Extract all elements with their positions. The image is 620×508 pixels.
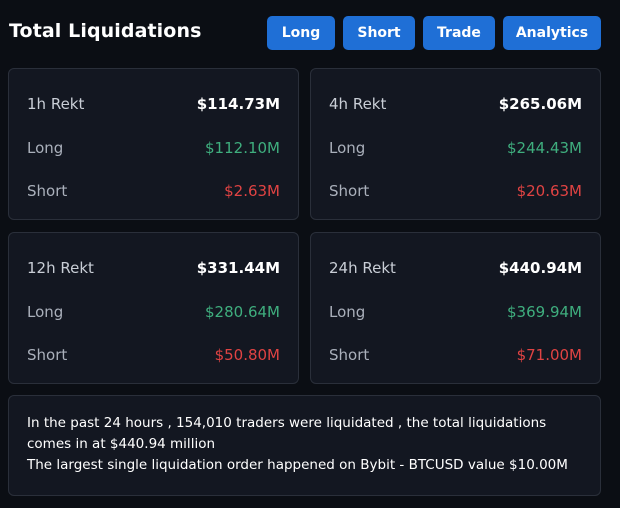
stat-row-long: Long $369.94M: [329, 301, 582, 323]
short-value: $20.63M: [516, 182, 582, 200]
stat-row-short: Short $20.63M: [329, 180, 582, 202]
stat-row-total: 24h Rekt $440.94M: [329, 257, 582, 279]
summary-line-largest: The largest single liquidation order hap…: [27, 457, 568, 473]
stat-card-1h: 1h Rekt $114.73M Long $112.10M Short $2.…: [8, 68, 299, 220]
long-value: $280.64M: [205, 303, 280, 321]
short-value: $71.00M: [516, 346, 582, 364]
long-label: Long: [27, 303, 64, 321]
panel-header: Total Liquidations Long Short Trade Anal…: [0, 0, 620, 66]
short-button[interactable]: Short: [343, 16, 415, 50]
long-value: $112.10M: [205, 139, 280, 157]
short-label: Short: [329, 182, 370, 200]
stat-card-12h: 12h Rekt $331.44M Long $280.64M Short $5…: [8, 232, 299, 384]
period-label: 24h Rekt: [329, 259, 396, 277]
stat-card-24h: 24h Rekt $440.94M Long $369.94M Short $7…: [310, 232, 601, 384]
period-label: 12h Rekt: [27, 259, 94, 277]
stat-row-total: 1h Rekt $114.73M: [27, 93, 280, 115]
long-label: Long: [27, 139, 64, 157]
stat-row-long: Long $280.64M: [27, 301, 280, 323]
total-value: $265.06M: [498, 95, 582, 113]
long-value: $369.94M: [507, 303, 582, 321]
total-value: $331.44M: [196, 259, 280, 277]
short-label: Short: [329, 346, 370, 364]
short-value: $50.80M: [214, 346, 280, 364]
total-value: $440.94M: [498, 259, 582, 277]
long-label: Long: [329, 303, 366, 321]
summary-line-total: In the past 24 hours , 154,010 traders w…: [27, 415, 547, 452]
short-label: Short: [27, 346, 68, 364]
liquidation-summary: In the past 24 hours , 154,010 traders w…: [8, 395, 601, 496]
total-value: $114.73M: [196, 95, 280, 113]
period-label: 4h Rekt: [329, 95, 387, 113]
period-label: 1h Rekt: [27, 95, 85, 113]
panel-title: Total Liquidations: [9, 20, 202, 42]
short-label: Short: [27, 182, 68, 200]
long-value: $244.43M: [507, 139, 582, 157]
stat-row-short: Short $2.63M: [27, 180, 280, 202]
stat-row-short: Short $71.00M: [329, 344, 582, 366]
stat-row-long: Long $244.43M: [329, 137, 582, 159]
stat-row-short: Short $50.80M: [27, 344, 280, 366]
stat-row-total: 12h Rekt $331.44M: [27, 257, 280, 279]
short-value: $2.63M: [224, 182, 280, 200]
long-button[interactable]: Long: [267, 16, 335, 50]
stat-row-total: 4h Rekt $265.06M: [329, 93, 582, 115]
trade-button[interactable]: Trade: [423, 16, 495, 50]
long-label: Long: [329, 139, 366, 157]
stat-row-long: Long $112.10M: [27, 137, 280, 159]
analytics-button[interactable]: Analytics: [503, 16, 601, 50]
stat-card-4h: 4h Rekt $265.06M Long $244.43M Short $20…: [310, 68, 601, 220]
